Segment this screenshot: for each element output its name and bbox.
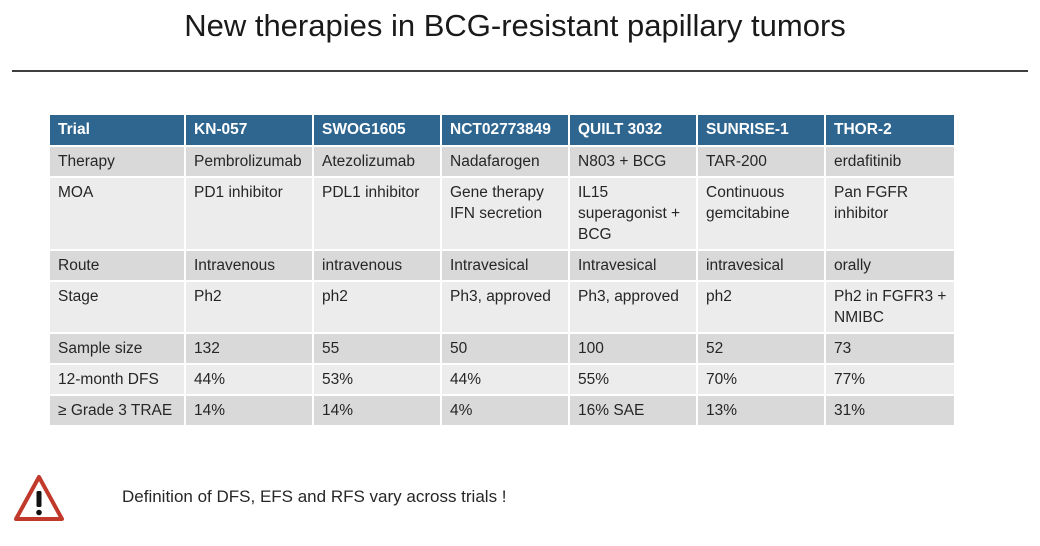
table-cell: erdafitinib — [826, 147, 954, 176]
table-row: Stage Ph2 ph2 Ph3, approved Ph3, approve… — [50, 282, 954, 332]
table-cell: Intravesical — [442, 251, 568, 280]
row-label: Route — [50, 251, 184, 280]
warning-triangle-icon — [14, 475, 64, 521]
table-cell: Ph3, approved — [570, 282, 696, 332]
table-cell: 14% — [314, 396, 440, 425]
table-cell: Ph2 in FGFR3 + NMIBC — [826, 282, 954, 332]
table-cell: Continuous gemcitabine — [698, 178, 824, 249]
table-cell: 44% — [442, 365, 568, 394]
table-row: ≥ Grade 3 TRAE 14% 14% 4% 16% SAE 13% 31… — [50, 396, 954, 425]
table-cell: 70% — [698, 365, 824, 394]
header-cell: SWOG1605 — [314, 115, 440, 145]
table-cell: 44% — [186, 365, 312, 394]
row-label: Sample size — [50, 334, 184, 363]
table-cell: 16% SAE — [570, 396, 696, 425]
table-row: MOA PD1 inhibitor PDL1 inhibitor Gene th… — [50, 178, 954, 249]
header-cell: THOR-2 — [826, 115, 954, 145]
table-cell: Intravesical — [570, 251, 696, 280]
header-cell: NCT02773849 — [442, 115, 568, 145]
table-cell: 4% — [442, 396, 568, 425]
table-cell: intravesical — [698, 251, 824, 280]
table-cell: 31% — [826, 396, 954, 425]
row-label: ≥ Grade 3 TRAE — [50, 396, 184, 425]
header-cell: KN-057 — [186, 115, 312, 145]
table-cell: Ph2 — [186, 282, 312, 332]
table-cell: PD1 inhibitor — [186, 178, 312, 249]
table-cell: Intravenous — [186, 251, 312, 280]
table-cell: 132 — [186, 334, 312, 363]
table-cell: ph2 — [314, 282, 440, 332]
table-cell: 52 — [698, 334, 824, 363]
table-cell: 100 — [570, 334, 696, 363]
table-row: Sample size 132 55 50 100 52 73 — [50, 334, 954, 363]
table-cell: 53% — [314, 365, 440, 394]
table-cell: Ph3, approved — [442, 282, 568, 332]
table-cell: intravenous — [314, 251, 440, 280]
table-cell: Atezolizumab — [314, 147, 440, 176]
table-cell: 55 — [314, 334, 440, 363]
row-label: Stage — [50, 282, 184, 332]
table-cell: 77% — [826, 365, 954, 394]
table-cell: ph2 — [698, 282, 824, 332]
table-cell: 50 — [442, 334, 568, 363]
table-cell: Gene therapy IFN secretion — [442, 178, 568, 249]
table-cell: 73 — [826, 334, 954, 363]
table-cell: 14% — [186, 396, 312, 425]
table-cell: Nadafarogen — [442, 147, 568, 176]
title-divider — [12, 70, 1028, 72]
row-label: Therapy — [50, 147, 184, 176]
header-cell: SUNRISE-1 — [698, 115, 824, 145]
row-label: MOA — [50, 178, 184, 249]
table-row: Route Intravenous intravenous Intravesic… — [50, 251, 954, 280]
table-cell: Pembrolizumab — [186, 147, 312, 176]
row-label: 12-month DFS — [50, 365, 184, 394]
table-header-row: Trial KN-057 SWOG1605 NCT02773849 QUILT … — [50, 115, 954, 145]
footnote: Definition of DFS, EFS and RFS vary acro… — [122, 487, 507, 506]
slide-title: New therapies in BCG-resistant papillary… — [184, 8, 846, 43]
table-cell: Pan FGFR inhibitor — [826, 178, 954, 249]
trials-table: Trial KN-057 SWOG1605 NCT02773849 QUILT … — [48, 113, 956, 427]
table-cell: TAR-200 — [698, 147, 824, 176]
table-cell: IL15 superagonist + BCG — [570, 178, 696, 249]
header-cell: Trial — [50, 115, 184, 145]
table-row: 12-month DFS 44% 53% 44% 55% 70% 77% — [50, 365, 954, 394]
table-cell: PDL1 inhibitor — [314, 178, 440, 249]
table-cell: N803 + BCG — [570, 147, 696, 176]
table-cell: orally — [826, 251, 954, 280]
table-cell: 55% — [570, 365, 696, 394]
table-cell: 13% — [698, 396, 824, 425]
table-row: Therapy Pembrolizumab Atezolizumab Nadaf… — [50, 147, 954, 176]
header-cell: QUILT 3032 — [570, 115, 696, 145]
